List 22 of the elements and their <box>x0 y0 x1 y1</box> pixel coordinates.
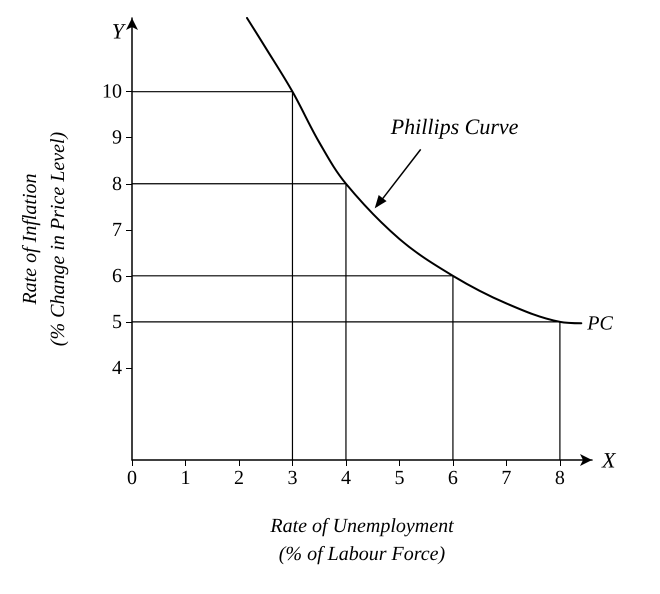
x-tick-label: 7 <box>501 467 512 489</box>
text: Y <box>112 18 127 44</box>
series-label: PC <box>586 312 614 334</box>
x-tick-label: 1 <box>180 467 190 489</box>
x-tick-label: 8 <box>554 467 565 489</box>
y-tick-label: 6 <box>112 264 122 287</box>
y-axis-title: Rate of Inflation (% Change in Price Level) <box>19 131 69 346</box>
text: X <box>601 448 617 472</box>
x-tick-label: 2 <box>234 467 244 489</box>
x-tick-label: 3 <box>287 467 298 489</box>
annotation: Phillips Curve <box>390 114 519 139</box>
y-tick-label: 8 <box>112 172 122 195</box>
x-tick-label: 6 <box>448 467 458 489</box>
y-tick-label: 9 <box>112 126 122 149</box>
x-tick-label: 4 <box>340 467 351 489</box>
y-tick-label: 10 <box>102 80 122 103</box>
x-tick-label: 5 <box>394 467 404 489</box>
y-tick-label: 7 <box>112 218 122 241</box>
y-tick-label: 4 <box>112 356 122 379</box>
x-tick-label: 0 <box>127 467 137 489</box>
x-axis-title: Rate of Unemployment (% of Labour Force) <box>269 515 454 565</box>
y-tick-label: 5 <box>112 310 122 333</box>
